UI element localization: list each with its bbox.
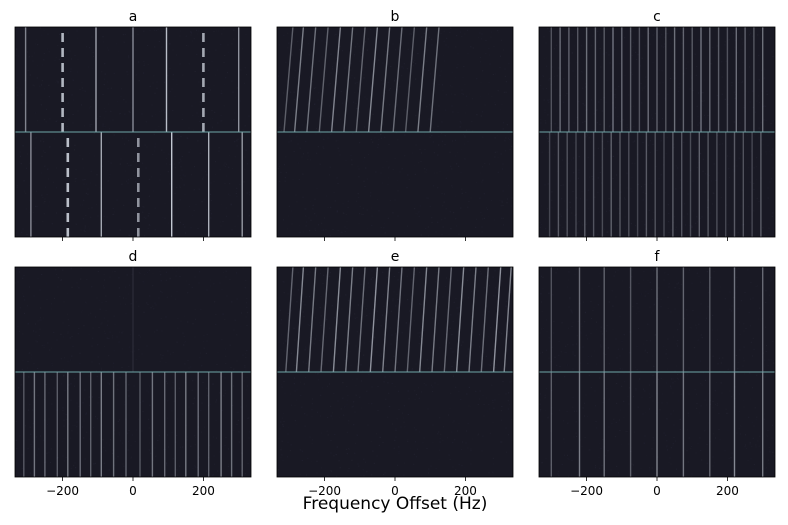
noise-texture	[539, 267, 775, 477]
top-spectral-line	[394, 267, 403, 373]
panel-title: b	[391, 9, 400, 25]
panel-title: c	[653, 9, 661, 25]
top-spectral-line	[406, 267, 416, 373]
top-spectral-line	[308, 267, 317, 373]
x-tick-label: 0	[129, 484, 137, 498]
top-spectral-line	[382, 267, 391, 373]
top-spectral-line	[468, 267, 477, 373]
panel-title: d	[129, 249, 138, 265]
top-spectral-line	[443, 267, 453, 373]
top-spectral-line	[419, 267, 428, 373]
top-spectral-line	[380, 27, 391, 133]
panel-d: d	[14, 249, 252, 481]
top-spectral-line	[345, 267, 354, 373]
top-spectral-line	[306, 27, 317, 133]
panels: a b c d e f	[14, 9, 776, 481]
panel-c: c	[538, 9, 776, 241]
top-spectral-line	[429, 27, 440, 133]
top-spectral-line	[357, 267, 366, 373]
x-tick-label: −200	[46, 484, 79, 498]
panel-b: b	[276, 9, 514, 241]
x-tick-label: −200	[570, 484, 603, 498]
top-spectral-line	[392, 27, 403, 133]
panel-e: e	[276, 249, 514, 481]
noise-texture	[15, 267, 251, 477]
top-spectral-line	[417, 27, 428, 133]
x-tick-label: 200	[454, 484, 477, 498]
x-tick-label: 200	[716, 484, 739, 498]
panel-title: f	[655, 249, 661, 265]
top-spectral-line	[492, 267, 502, 373]
top-spectral-line	[503, 267, 512, 373]
noise-texture	[277, 27, 513, 237]
noise-texture	[539, 27, 775, 237]
top-spectral-line	[343, 27, 354, 133]
panel-a: a	[14, 9, 252, 241]
x-tick-label: 0	[391, 484, 399, 498]
top-spectral-line	[283, 27, 294, 133]
noise-texture	[277, 267, 513, 477]
top-spectral-line	[455, 267, 465, 373]
noise-texture	[15, 27, 251, 237]
top-spectral-line	[369, 267, 379, 373]
top-spectral-line	[332, 267, 342, 373]
top-spectral-line	[295, 267, 305, 373]
top-spectral-line	[431, 267, 440, 373]
x-tick-label: −200	[308, 484, 341, 498]
panel-title: e	[391, 249, 400, 265]
x-tick-labels: −200 0 200 −200 0 200 −200 0 200	[46, 484, 739, 498]
x-tick-label: 200	[192, 484, 215, 498]
top-spectral-line	[355, 27, 366, 133]
top-spectral-line	[320, 267, 329, 373]
top-spectral-line	[367, 27, 379, 133]
top-spectral-line	[404, 27, 416, 133]
x-tick-label: 0	[653, 484, 661, 498]
panel-title: a	[129, 9, 138, 25]
x-axis-label: Frequency Offset (Hz)	[303, 494, 488, 514]
top-spectral-line	[293, 27, 305, 133]
top-spectral-line	[318, 27, 329, 133]
top-spectral-line	[480, 267, 489, 373]
panel-f: f	[538, 249, 776, 481]
top-spectral-line	[285, 267, 294, 373]
top-spectral-line	[330, 27, 342, 133]
